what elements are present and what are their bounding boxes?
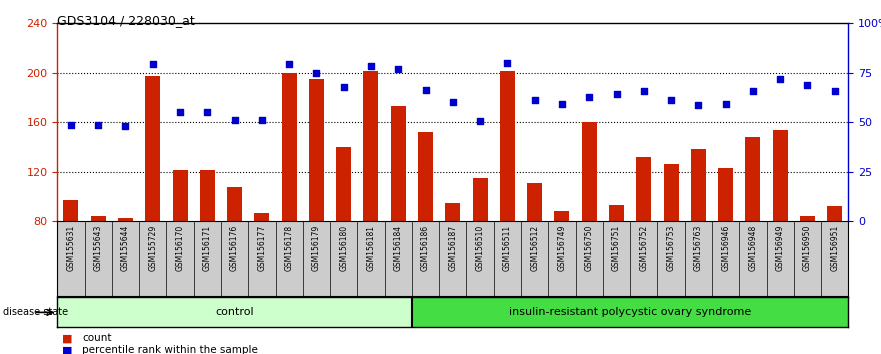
Text: GSM156751: GSM156751 [612,225,621,271]
Point [227,117,241,122]
Text: GSM155631: GSM155631 [66,225,76,271]
Bar [57,297,412,327]
Point [255,117,269,122]
Text: GSM156176: GSM156176 [230,225,239,271]
Text: GSM156187: GSM156187 [448,225,457,271]
Text: control: control [215,307,254,318]
Bar [309,79,324,221]
Text: GSM155644: GSM155644 [121,225,130,272]
Bar [173,170,188,221]
Bar [118,217,133,221]
Point [364,64,378,69]
Bar [718,168,733,221]
Text: GSM156949: GSM156949 [775,225,785,272]
Text: GSM156951: GSM156951 [830,225,840,271]
Text: GSM156512: GSM156512 [530,225,539,271]
Text: GSM156181: GSM156181 [366,225,375,271]
Point [582,95,596,100]
Text: GSM156752: GSM156752 [640,225,648,271]
Point [637,88,651,94]
Bar [364,72,379,221]
Point [282,61,296,67]
Bar [773,130,788,221]
Text: GSM156178: GSM156178 [285,225,293,271]
Text: GSM156177: GSM156177 [257,225,266,271]
Bar [745,137,760,221]
Bar [691,149,706,221]
Point [418,87,433,93]
Bar [227,187,242,221]
Text: ■: ■ [62,346,72,354]
Point [173,109,187,115]
Text: GSM156763: GSM156763 [694,225,703,272]
Text: GSM156510: GSM156510 [476,225,485,271]
Point [63,122,78,127]
Point [801,82,815,88]
Bar [200,170,215,221]
Bar [337,147,352,221]
Text: disease state: disease state [3,307,68,318]
Bar [412,297,848,327]
Text: GSM156511: GSM156511 [503,225,512,271]
Text: GSM155643: GSM155643 [93,225,103,272]
Bar [636,157,651,221]
Bar [800,216,815,221]
Bar [282,73,297,221]
Bar [63,200,78,221]
Bar [145,76,160,221]
Bar [827,206,842,221]
Bar [418,132,433,221]
Point [719,101,733,106]
Text: GSM156180: GSM156180 [339,225,348,271]
Point [828,88,842,94]
Text: GSM156749: GSM156749 [558,225,566,272]
Point [500,60,515,65]
Text: GSM156179: GSM156179 [312,225,321,271]
Text: GSM156753: GSM156753 [667,225,676,272]
Text: count: count [82,333,111,343]
Bar [500,72,515,221]
Text: GSM156186: GSM156186 [421,225,430,271]
Bar [391,106,406,221]
Text: GSM156950: GSM156950 [803,225,812,272]
Bar [445,202,461,221]
Point [774,76,788,81]
Bar [91,216,106,221]
Point [746,88,760,94]
Bar [255,212,270,221]
Bar [609,205,624,221]
Point [555,101,569,106]
Text: GDS3104 / 228030_at: GDS3104 / 228030_at [57,14,195,27]
Point [91,122,105,127]
Text: GSM156171: GSM156171 [203,225,211,271]
Point [391,66,405,72]
Text: GSM156184: GSM156184 [394,225,403,271]
Text: GSM156170: GSM156170 [175,225,184,271]
Point [446,99,460,105]
Text: GSM156948: GSM156948 [749,225,758,271]
Text: insulin-resistant polycystic ovary syndrome: insulin-resistant polycystic ovary syndr… [509,307,751,318]
Bar [663,164,678,221]
Point [473,118,487,124]
Point [664,97,678,103]
Bar [527,183,542,221]
Bar [472,178,487,221]
Point [692,102,706,108]
Bar [554,211,569,221]
Point [200,109,214,115]
Point [145,61,159,67]
Text: GSM156946: GSM156946 [722,225,730,272]
Text: percentile rank within the sample: percentile rank within the sample [82,346,258,354]
Point [528,97,542,103]
Text: GSM155729: GSM155729 [148,225,157,271]
Point [337,85,351,90]
Bar [581,122,596,221]
Point [309,70,323,75]
Text: GSM156750: GSM156750 [585,225,594,272]
Point [610,91,624,96]
Point [118,123,132,129]
Text: ■: ■ [62,333,72,343]
